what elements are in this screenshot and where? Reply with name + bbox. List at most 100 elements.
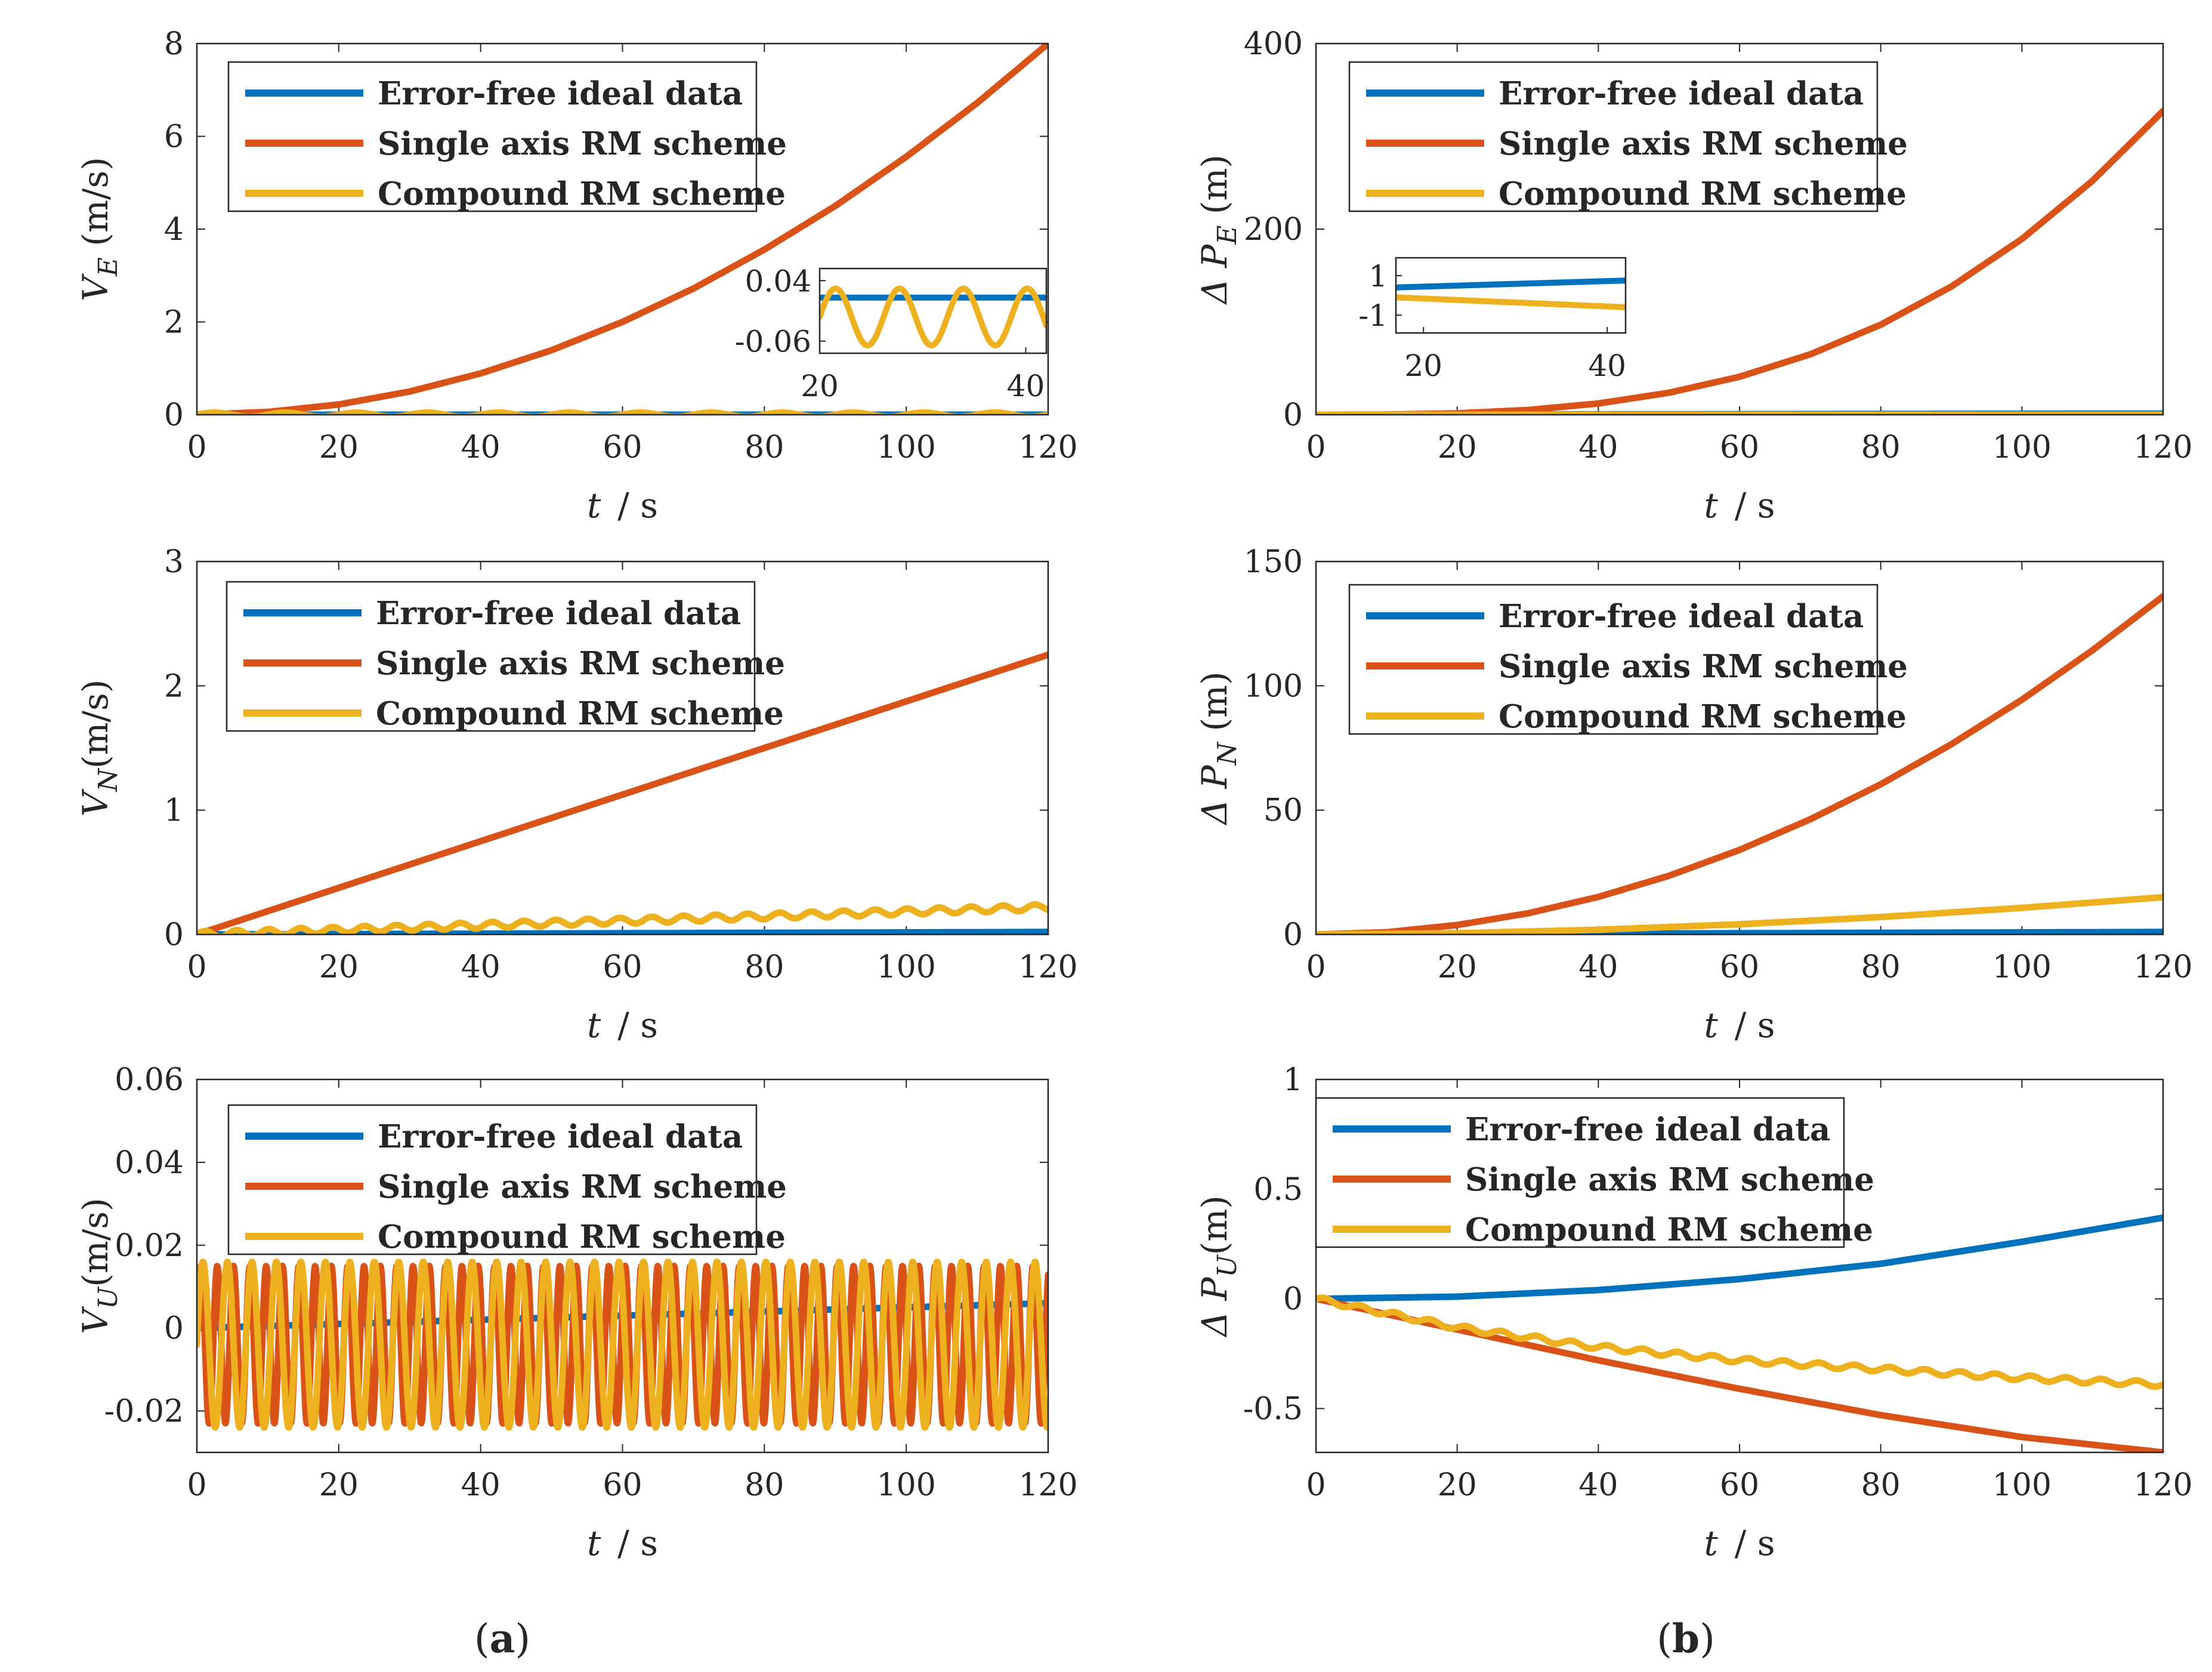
x-axis-unit: / s bbox=[1735, 1523, 1775, 1563]
series-line-compound-rm-scheme bbox=[197, 1258, 1048, 1431]
y-axis-unit: (m) bbox=[1194, 155, 1235, 226]
inset-y-tick-label: -0.06 bbox=[735, 325, 811, 359]
x-axis-var: t bbox=[587, 1523, 601, 1563]
x-tick-label: 80 bbox=[744, 949, 784, 985]
y-axis-symbol: V bbox=[75, 273, 116, 301]
panel-label-a-letter: a bbox=[490, 1615, 515, 1662]
y-tick-label: -0.02 bbox=[104, 1394, 184, 1430]
y-tick-label: 4 bbox=[164, 212, 184, 248]
x-tick-label: 0 bbox=[187, 949, 206, 985]
x-axis-var: t bbox=[1704, 485, 1718, 526]
x-tick-label: 80 bbox=[1861, 430, 1901, 465]
chart-pe: 0 20 40 60 80 100 120 0 200 400 t / s Δ PE (m) 20 40 1 -… bbox=[1194, 26, 2193, 526]
y-axis-subscript: N bbox=[93, 768, 123, 792]
y-axis-subscript: U bbox=[93, 1286, 123, 1309]
inset-frame bbox=[1395, 257, 1627, 334]
legend-label-error-free-ideal-data: Error-free ideal data bbox=[1465, 1111, 1830, 1148]
legend-box bbox=[227, 1104, 758, 1255]
legend-label-single-axis-rm-scheme: Single axis RM scheme bbox=[378, 1168, 787, 1205]
inset-series-line-compound-rm-scheme bbox=[820, 285, 1046, 348]
y-tick-label: 100 bbox=[1244, 668, 1303, 704]
x-tick-label: 80 bbox=[1861, 949, 1901, 985]
legend-label-single-axis-rm-scheme: Single axis RM scheme bbox=[376, 645, 785, 682]
inset-y-tick-label: 0.04 bbox=[745, 264, 811, 298]
y-axis-title: VN(m/s) bbox=[75, 680, 123, 817]
x-tick-label: 100 bbox=[1992, 949, 2052, 985]
legend-label-single-axis-rm-scheme: Single axis RM scheme bbox=[1499, 125, 1908, 162]
inset-y-tick-label: -1 bbox=[1358, 298, 1388, 333]
legend: Error-free ideal data Single axis RM sche… bbox=[227, 1104, 787, 1255]
y-tick-label: 0 bbox=[1283, 1282, 1303, 1318]
y-tick-label: 3 bbox=[164, 544, 184, 580]
chart-pu: 0 20 40 60 80 100 120 -0.5 0 0.5 1 t / s Δ PU(m) Error… bbox=[1194, 1062, 2193, 1563]
y-axis-symbol: Δ P bbox=[1194, 244, 1235, 305]
y-axis-subscript: E bbox=[1212, 226, 1243, 245]
x-axis-unit: / s bbox=[617, 1523, 658, 1563]
inset-background bbox=[1396, 258, 1626, 333]
legend-box bbox=[227, 61, 758, 212]
legend-label-compound-rm-scheme: Compound RM scheme bbox=[376, 695, 784, 732]
y-axis-unit: (m/s) bbox=[75, 680, 116, 769]
x-tick-label: 80 bbox=[1861, 1467, 1901, 1503]
y-tick-label: 0.02 bbox=[115, 1228, 184, 1264]
chart-vn: 0 20 40 60 80 100 120 0 1 2 3 t / s VN(m/s) Error-free… bbox=[75, 544, 1078, 1045]
x-tick-label: 80 bbox=[744, 430, 784, 465]
plot-frame bbox=[196, 1078, 1049, 1454]
x-tick-label: 120 bbox=[2133, 1467, 2192, 1503]
series-line-single-axis-rm-scheme bbox=[1316, 593, 2163, 934]
x-tick-label: 60 bbox=[603, 949, 642, 985]
inset-x-tick-label: 20 bbox=[1404, 348, 1442, 383]
x-tick-label: 40 bbox=[461, 430, 501, 465]
inset-series-group bbox=[1396, 277, 1626, 310]
y-tick-label: 0.5 bbox=[1253, 1172, 1303, 1208]
x-axis-title: t / s bbox=[1704, 1005, 1775, 1045]
x-tick-label: 120 bbox=[1018, 430, 1077, 465]
y-axis-symbol: Δ P bbox=[1194, 764, 1235, 825]
legend: Error-free ideal data Single axis RM sche… bbox=[1315, 1097, 1874, 1248]
y-axis-title: VE (m/s) bbox=[75, 157, 123, 301]
y-axis-unit: (m) bbox=[1194, 1195, 1235, 1255]
x-tick-label: 20 bbox=[319, 949, 359, 985]
legend-box bbox=[225, 581, 756, 732]
x-axis-unit: / s bbox=[617, 1005, 658, 1045]
x-tick-label: 20 bbox=[1438, 430, 1477, 465]
legend-label-error-free-ideal-data: Error-free ideal data bbox=[376, 595, 741, 632]
x-tick-label: 60 bbox=[1720, 1467, 1759, 1503]
inset: 20 40 0.04 -0.06 bbox=[735, 264, 1048, 403]
inset-x-tick-label: 40 bbox=[1007, 369, 1045, 403]
x-tick-label: 0 bbox=[187, 1467, 206, 1503]
series-line-compound-rm-scheme bbox=[1316, 894, 2163, 934]
x-tick-label: 40 bbox=[1578, 949, 1618, 985]
series-line-single-axis-rm-scheme bbox=[197, 44, 1048, 415]
x-axis-title: t / s bbox=[1704, 1523, 1775, 1563]
x-axis-title: t / s bbox=[587, 485, 658, 526]
y-tick-label: 0 bbox=[164, 397, 184, 433]
y-axis-subscript: U bbox=[1212, 1254, 1243, 1278]
inset-y-tick-label: 1 bbox=[1368, 259, 1388, 294]
x-tick-label: 60 bbox=[1720, 430, 1759, 465]
legend-label-single-axis-rm-scheme: Single axis RM scheme bbox=[378, 125, 787, 162]
y-tick-label: 200 bbox=[1244, 212, 1303, 248]
panel-label-b: (b) bbox=[1657, 1615, 1715, 1662]
inset-series-line-error-free-ideal-data bbox=[1396, 277, 1626, 291]
x-tick-label: 60 bbox=[603, 430, 642, 465]
plot-frame bbox=[1315, 560, 2164, 936]
y-tick-label: 150 bbox=[1244, 544, 1303, 580]
inset-x-tick-label: 20 bbox=[801, 369, 839, 403]
series-group bbox=[1316, 1214, 2163, 1452]
x-tick-label: 120 bbox=[2133, 430, 2192, 465]
x-axis-unit: / s bbox=[617, 485, 658, 526]
legend-box bbox=[1348, 61, 1879, 212]
y-axis-symbol: Δ P bbox=[1194, 1277, 1235, 1338]
y-axis-title: VU(m/s) bbox=[75, 1198, 123, 1334]
x-tick-label: 100 bbox=[877, 1467, 936, 1503]
x-tick-label: 0 bbox=[187, 430, 206, 465]
x-axis-title: t / s bbox=[587, 1523, 658, 1563]
legend-label-single-axis-rm-scheme: Single axis RM scheme bbox=[1499, 648, 1908, 685]
x-axis-unit: / s bbox=[1735, 1005, 1775, 1045]
y-tick-label: 400 bbox=[1244, 26, 1303, 62]
x-tick-label: 100 bbox=[877, 949, 936, 985]
legend-label-compound-rm-scheme: Compound RM scheme bbox=[378, 1218, 786, 1255]
legend: Error-free ideal data Single axis RM sche… bbox=[1348, 61, 1908, 212]
